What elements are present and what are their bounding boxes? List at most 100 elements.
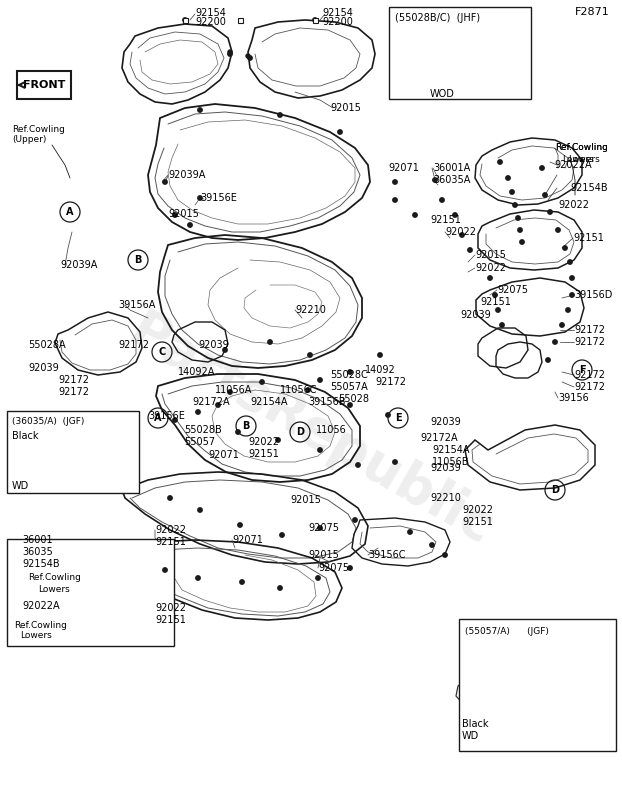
Text: 92015: 92015	[308, 550, 339, 560]
Circle shape	[356, 462, 360, 467]
Text: 55028: 55028	[338, 394, 369, 404]
Circle shape	[443, 553, 447, 557]
Circle shape	[196, 576, 200, 580]
Text: 92154: 92154	[195, 8, 226, 18]
Circle shape	[393, 460, 397, 464]
Text: Ref.Cowling: Ref.Cowling	[12, 126, 65, 134]
Text: 92022: 92022	[155, 525, 186, 535]
Circle shape	[545, 358, 550, 362]
Circle shape	[246, 54, 250, 58]
Circle shape	[453, 213, 457, 218]
Text: Ref.Cowling: Ref.Cowling	[14, 622, 67, 630]
Text: Ref.Cowling: Ref.Cowling	[28, 574, 81, 582]
Circle shape	[163, 180, 167, 184]
Text: 92022: 92022	[445, 227, 476, 237]
Circle shape	[493, 293, 497, 297]
Text: 92015: 92015	[168, 209, 199, 219]
Circle shape	[556, 228, 560, 232]
Circle shape	[348, 370, 352, 374]
Circle shape	[543, 193, 547, 198]
Text: 92172: 92172	[574, 382, 605, 392]
Text: Black: Black	[462, 719, 488, 729]
Text: Ref.Cowling: Ref.Cowling	[555, 143, 608, 153]
FancyBboxPatch shape	[7, 539, 174, 646]
Circle shape	[553, 340, 557, 344]
Bar	[313, 18, 317, 22]
Circle shape	[173, 213, 177, 218]
Text: A: A	[67, 207, 74, 217]
Circle shape	[183, 18, 187, 22]
Text: WD: WD	[462, 731, 479, 741]
Circle shape	[248, 56, 252, 60]
Text: F: F	[578, 365, 585, 375]
Text: 92039: 92039	[430, 417, 461, 427]
FancyBboxPatch shape	[389, 7, 531, 99]
Text: 92151: 92151	[573, 233, 604, 243]
Text: 55057A: 55057A	[330, 382, 368, 392]
Circle shape	[196, 410, 200, 414]
Text: 92015: 92015	[290, 495, 321, 505]
Text: FRONT: FRONT	[23, 80, 65, 90]
Text: Lowers: Lowers	[562, 155, 594, 165]
Circle shape	[393, 198, 397, 202]
Text: 55057: 55057	[184, 437, 215, 447]
Circle shape	[510, 190, 514, 194]
Circle shape	[236, 430, 240, 434]
Text: WD: WD	[12, 481, 29, 491]
Text: (36035/A)  (JGF): (36035/A) (JGF)	[12, 418, 85, 426]
FancyBboxPatch shape	[7, 411, 139, 493]
Circle shape	[240, 580, 244, 584]
Text: C: C	[159, 347, 165, 357]
Text: 92154A: 92154A	[432, 445, 470, 455]
Text: 92039: 92039	[28, 363, 58, 373]
Circle shape	[276, 438, 280, 442]
Circle shape	[198, 196, 202, 200]
Text: 92075: 92075	[308, 523, 339, 533]
Text: 92039: 92039	[198, 340, 229, 350]
Circle shape	[488, 276, 492, 280]
Text: B: B	[134, 255, 142, 265]
Circle shape	[168, 496, 172, 500]
Text: E: E	[395, 413, 401, 423]
Circle shape	[548, 210, 552, 214]
Text: 92151: 92151	[480, 297, 511, 307]
Circle shape	[518, 228, 522, 232]
Text: 92022: 92022	[558, 200, 589, 210]
Circle shape	[198, 108, 202, 112]
Text: Lowers: Lowers	[568, 155, 600, 165]
Text: 39156A: 39156A	[118, 300, 156, 310]
Circle shape	[520, 240, 524, 244]
Text: 92022: 92022	[462, 505, 493, 515]
Circle shape	[278, 586, 282, 590]
Text: 92022A: 92022A	[22, 601, 60, 611]
Circle shape	[198, 508, 202, 512]
Circle shape	[316, 576, 320, 580]
Text: 39156: 39156	[558, 393, 589, 403]
Text: 92172: 92172	[118, 340, 149, 350]
Text: D: D	[551, 485, 559, 495]
Text: Lowers: Lowers	[38, 586, 70, 594]
Circle shape	[513, 202, 518, 207]
Text: 36035A: 36035A	[433, 175, 470, 185]
Text: 36035: 36035	[22, 547, 53, 557]
Circle shape	[313, 18, 317, 22]
Text: 36001: 36001	[22, 535, 53, 545]
Circle shape	[188, 222, 192, 227]
Text: 92151: 92151	[155, 537, 186, 547]
Text: PartsRepublic: PartsRepublic	[119, 305, 501, 555]
Circle shape	[378, 353, 382, 357]
Text: 39156C: 39156C	[368, 550, 406, 560]
Circle shape	[278, 113, 282, 118]
Circle shape	[348, 402, 352, 407]
Text: 92154B: 92154B	[570, 183, 608, 193]
Text: 55028B: 55028B	[184, 425, 222, 435]
Text: Lowers: Lowers	[20, 631, 52, 641]
Circle shape	[386, 413, 390, 418]
Text: 92154: 92154	[322, 8, 353, 18]
Text: 92172: 92172	[58, 387, 89, 397]
Circle shape	[433, 178, 437, 182]
Text: 14092A: 14092A	[178, 367, 215, 377]
Text: 39156B: 39156B	[308, 397, 345, 407]
Text: 92015: 92015	[475, 250, 506, 260]
Text: (Upper): (Upper)	[12, 135, 47, 145]
